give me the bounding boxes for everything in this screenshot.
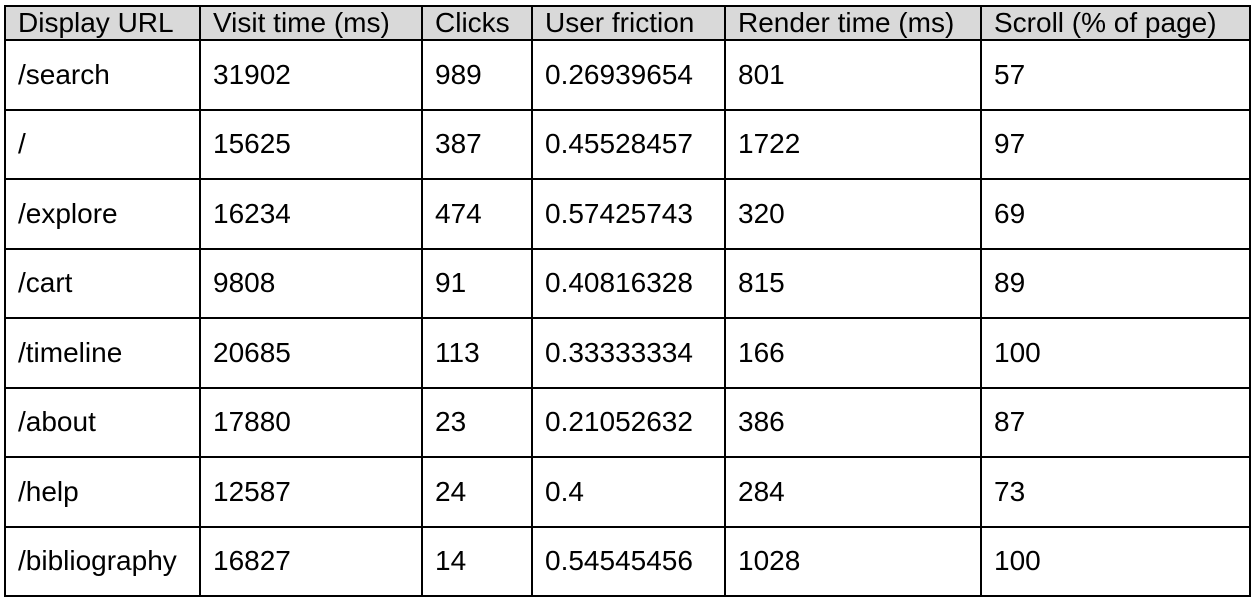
cell-scroll: 57 (980, 39, 1251, 111)
table-row: /bibliography 16827 14 0.54545456 1028 100 (4, 525, 1251, 597)
cell-visit-time: 12587 (199, 456, 423, 528)
cell-clicks: 113 (421, 317, 533, 389)
page-metrics-table: Display URL Visit time (ms) Clicks User fri… (4, 5, 1251, 597)
cell-render-time: 166 (724, 317, 982, 389)
table-row: /explore 16234 474 0.57425743 320 69 (4, 178, 1251, 250)
table-row: /help 12587 24 0.4 284 73 (4, 456, 1251, 528)
cell-visit-time: 16234 (199, 178, 423, 250)
cell-url: /explore (4, 178, 201, 250)
cell-scroll: 73 (980, 456, 1251, 528)
cell-url: /help (4, 456, 201, 528)
cell-scroll: 89 (980, 247, 1251, 319)
cell-user-friction: 0.21052632 (531, 386, 726, 458)
cell-clicks: 91 (421, 247, 533, 319)
table-row: /timeline 20685 113 0.33333334 166 100 (4, 317, 1251, 389)
cell-user-friction: 0.45528457 (531, 108, 726, 180)
cell-scroll: 100 (980, 525, 1251, 597)
cell-render-time: 386 (724, 386, 982, 458)
cell-clicks: 474 (421, 178, 533, 250)
table-body: /search 31902 989 0.26939654 801 57/15625 387 0… (4, 39, 1251, 597)
cell-clicks: 387 (421, 108, 533, 180)
cell-url: /timeline (4, 317, 201, 389)
cell-render-time: 1722 (724, 108, 982, 180)
column-header-url: Display URL (4, 5, 201, 41)
cell-visit-time: 16827 (199, 525, 423, 597)
table-header: Display URL Visit time (ms) Clicks User fri… (4, 5, 1251, 41)
cell-visit-time: 20685 (199, 317, 423, 389)
cell-render-time: 1028 (724, 525, 982, 597)
cell-url: /bibliography (4, 525, 201, 597)
column-header-scroll: Scroll (% of page) (980, 5, 1251, 41)
cell-user-friction: 0.57425743 (531, 178, 726, 250)
cell-visit-time: 15625 (199, 108, 423, 180)
cell-user-friction: 0.26939654 (531, 39, 726, 111)
cell-user-friction: 0.54545456 (531, 525, 726, 597)
table-row: /about 17880 23 0.21052632 386 87 (4, 386, 1251, 458)
cell-scroll: 97 (980, 108, 1251, 180)
cell-url: /cart (4, 247, 201, 319)
column-header-clicks: Clicks (421, 5, 533, 41)
cell-scroll: 100 (980, 317, 1251, 389)
cell-user-friction: 0.40816328 (531, 247, 726, 319)
table-row: /cart 9808 91 0.40816328 815 89 (4, 247, 1251, 319)
cell-render-time: 284 (724, 456, 982, 528)
cell-clicks: 14 (421, 525, 533, 597)
cell-visit-time: 9808 (199, 247, 423, 319)
column-header-render-time: Render time (ms) (724, 5, 982, 41)
column-header-visit-time: Visit time (ms) (199, 5, 423, 41)
cell-clicks: 24 (421, 456, 533, 528)
cell-render-time: 320 (724, 178, 982, 250)
cell-user-friction: 0.33333334 (531, 317, 726, 389)
header-row: Display URL Visit time (ms) Clicks User fri… (4, 5, 1251, 41)
cell-scroll: 69 (980, 178, 1251, 250)
table-row: /15625 387 0.45528457 1722 97 (4, 108, 1251, 180)
cell-url: /about (4, 386, 201, 458)
cell-clicks: 989 (421, 39, 533, 111)
cell-clicks: 23 (421, 386, 533, 458)
cell-render-time: 815 (724, 247, 982, 319)
cell-visit-time: 31902 (199, 39, 423, 111)
cell-render-time: 801 (724, 39, 982, 111)
cell-url: /search (4, 39, 201, 111)
cell-user-friction: 0.4 (531, 456, 726, 528)
cell-visit-time: 17880 (199, 386, 423, 458)
cell-url: / (4, 108, 201, 180)
cell-scroll: 87 (980, 386, 1251, 458)
table-row: /search 31902 989 0.26939654 801 57 (4, 39, 1251, 111)
data-table-container: Display URL Visit time (ms) Clicks User fri… (4, 5, 1251, 597)
column-header-user-friction: User friction (531, 5, 726, 41)
